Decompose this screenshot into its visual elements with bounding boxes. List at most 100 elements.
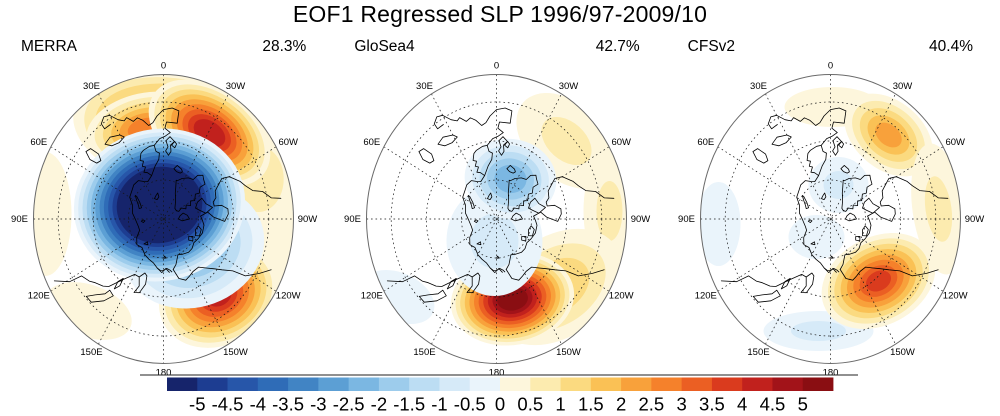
longitude-label: 90W — [631, 214, 651, 225]
coastlines — [720, 107, 948, 303]
colorbar-tick-label: 3 — [676, 394, 686, 415]
colorbar-segment — [772, 377, 804, 391]
longitude-label: 150E — [80, 347, 102, 358]
contour-band — [788, 215, 845, 259]
colorbar-segment — [197, 377, 228, 391]
map-fill-layer — [700, 74, 961, 364]
colorbar-tick-label: 3.5 — [699, 394, 725, 415]
colorbar-segment — [560, 377, 592, 391]
colorbar-tick-label: -0.5 — [454, 394, 486, 415]
panel-merra: MERRA 28.3% 0 30W 60W 90W 120W 150W 180 150E 120… — [0, 36, 333, 380]
polar-map-cfsv2: 0 30W 60W 90W 120W 150W 180 150E 120E 90E 60E 30E — [678, 61, 984, 379]
colorbar-tick-label: 2.5 — [639, 394, 665, 415]
longitude-label: 30E — [83, 81, 100, 92]
contour-band — [541, 117, 592, 166]
panel-header: GloSea4 42.7% — [333, 38, 666, 56]
variance-label-cfsv2: 40.4% — [929, 38, 973, 55]
colorbar-segment — [409, 377, 440, 391]
graticule — [33, 74, 294, 364]
colorbar-tick-label: 1.5 — [578, 394, 604, 415]
longitude-label: 120E — [361, 291, 383, 302]
longitude-label: 0 — [494, 61, 499, 72]
longitude-label: 60W — [278, 137, 298, 148]
contour-band — [823, 171, 854, 200]
colorbar-tick-label: 2 — [616, 394, 626, 415]
longitude-label: 30E — [750, 81, 767, 92]
colorbar-tick-label: 1 — [555, 394, 565, 415]
longitude-label: 150W — [890, 347, 915, 358]
colorbar-tick-label: -4 — [250, 394, 266, 415]
longitude-label: 0 — [828, 61, 833, 72]
longitude-label: 60E — [30, 137, 47, 148]
longitude-label: 30W — [892, 81, 912, 92]
longitude-label: 60W — [612, 137, 632, 148]
map-boundary — [32, 74, 294, 364]
colorbar-segment — [500, 377, 531, 391]
contour-band — [494, 164, 527, 194]
colorbar-segment — [167, 377, 198, 391]
colorbar-segment — [288, 377, 319, 391]
longitude-label: 180 — [822, 367, 838, 378]
longitude-label: 30W — [559, 81, 579, 92]
colorbar-tick-label: 0.5 — [517, 394, 543, 415]
longitude-label: 120E — [694, 291, 716, 302]
longitude-label: 150W — [556, 347, 581, 358]
contour-band — [874, 122, 902, 148]
colorbar-tick-label: 0 — [495, 394, 505, 415]
longitude-label: 30W — [226, 81, 246, 92]
contour-band — [116, 166, 203, 244]
polar-map-merra: 0 30W 60W 90W 120W 150W 180 150E 120E 90E 60E 30E — [11, 61, 318, 379]
colorbar-canvas: -5 -4.5 -4 -3.5 -3 -2.5 -2 -1.5 -1 -0.5 0 0.5 1 1.5 2 2… — [140, 374, 858, 415]
coastlines — [387, 107, 615, 303]
longitude-label: 180 — [156, 367, 172, 378]
contour-band — [33, 152, 72, 276]
longitude-label: 120W — [609, 291, 634, 302]
longitude-label: 60E — [364, 137, 381, 148]
polar-map-glosea4: 0 30W 60W 90W 120W 150W 180 150E 120E 90E 60E 30E — [344, 61, 651, 379]
contour-band — [470, 213, 519, 269]
colorbar-tick-label: -3.5 — [272, 394, 304, 415]
variance-label-merra: 28.3% — [262, 38, 307, 55]
longitude-label: 120W — [942, 291, 967, 302]
colorbar-segment — [530, 377, 561, 391]
colorbar-segment — [681, 377, 713, 391]
colorbar-segment — [590, 377, 622, 391]
longitude-label: 90W — [298, 214, 318, 225]
colorbar-tick-label: 5 — [798, 394, 808, 415]
contour-band — [596, 181, 623, 241]
colorbar-tick-label: 4.5 — [760, 394, 786, 415]
colorbar: -5 -4.5 -4 -3.5 -3 -2.5 -2 -1.5 -1 -0.5 0 0.5 1 1.5 2 2… — [0, 374, 1000, 416]
graticule — [700, 74, 961, 364]
colorbar-segment — [711, 377, 743, 391]
longitude-label: 180 — [489, 367, 505, 378]
colorbar-tick-label: -5 — [189, 394, 205, 415]
colorbar-segment — [469, 377, 501, 391]
colorbar-tick-label: 4 — [737, 394, 747, 415]
longitude-label: 90E — [678, 214, 695, 225]
longitude-label: 60E — [697, 137, 714, 148]
longitude-label: 120W — [276, 291, 301, 302]
panel-title-glosea4: GloSea4 — [354, 38, 415, 55]
colorbar-tick-label: -2 — [371, 394, 387, 415]
contour-band — [700, 182, 741, 266]
colorbar-segment — [439, 377, 471, 391]
graticule — [366, 74, 627, 364]
colorbar-segment — [227, 377, 259, 391]
colorbar-tick-label: -2.5 — [333, 394, 365, 415]
contour-band — [790, 320, 846, 341]
colorbar-segment — [621, 377, 652, 391]
longitude-label: 0 — [161, 61, 166, 72]
colorbar-tick-label: -1.5 — [393, 394, 425, 415]
panel-glosea4: GloSea4 42.7% 0 30W 60W 90W 120W 150W 180 150E 1… — [333, 36, 666, 380]
panel-title-cfsv2: CFSv2 — [687, 38, 736, 55]
longitude-label: 90E — [344, 214, 361, 225]
colorbar-segment — [348, 377, 380, 391]
longitude-label: 30E — [416, 81, 433, 92]
variance-label-glosea4: 42.7% — [595, 38, 640, 55]
longitude-label: 150E — [747, 347, 769, 358]
map-fill-layer — [33, 74, 294, 364]
colorbar-segment — [318, 377, 350, 391]
colorbar-segment — [257, 377, 289, 391]
longitude-label: 90E — [11, 214, 28, 225]
